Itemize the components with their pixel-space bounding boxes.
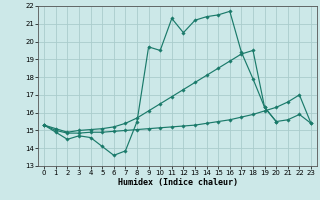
X-axis label: Humidex (Indice chaleur): Humidex (Indice chaleur) — [118, 178, 238, 187]
